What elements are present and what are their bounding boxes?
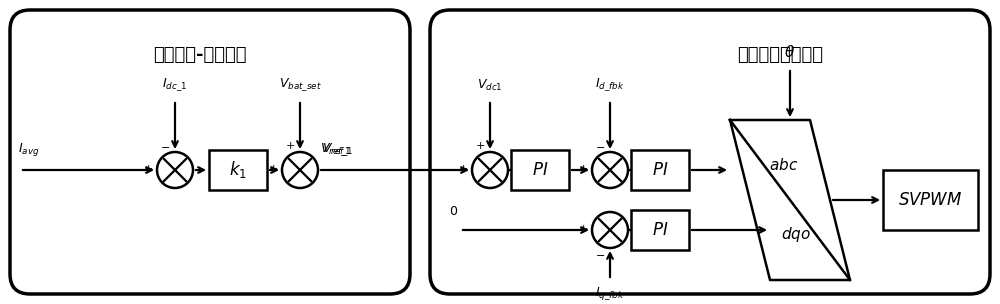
- Text: $I_{q\_fbk}$: $I_{q\_fbk}$: [595, 285, 625, 302]
- Text: $-$: $-$: [595, 249, 605, 259]
- Text: $-$: $-$: [160, 141, 170, 151]
- Circle shape: [157, 152, 193, 188]
- Circle shape: [472, 152, 508, 188]
- Text: $V_{dc1}$: $V_{dc1}$: [477, 78, 503, 93]
- Text: $dqo$: $dqo$: [781, 226, 811, 244]
- Polygon shape: [730, 120, 850, 280]
- Text: $+$: $+$: [578, 163, 588, 174]
- Text: $I_{dc\_1}$: $I_{dc\_1}$: [162, 76, 188, 93]
- Bar: [631, 210, 689, 250]
- Text: $+$: $+$: [578, 223, 588, 234]
- Text: $+$: $+$: [285, 140, 295, 151]
- Bar: [631, 150, 689, 190]
- Text: $k_1$: $k_1$: [229, 160, 247, 181]
- Text: $V_{bat\_set}$: $V_{bat\_set}$: [279, 76, 321, 93]
- Text: $V_{ref\_1}$: $V_{ref\_1}$: [322, 141, 354, 158]
- Text: $+$: $+$: [268, 163, 278, 174]
- Bar: [209, 150, 267, 190]
- Text: $V_{ref\_1}$: $V_{ref\_1}$: [320, 141, 352, 158]
- Circle shape: [592, 212, 628, 248]
- Bar: [883, 170, 978, 230]
- Text: $+$: $+$: [475, 140, 485, 151]
- Text: 电压电流双环控制: 电压电流双环控制: [737, 46, 823, 64]
- Circle shape: [592, 152, 628, 188]
- Text: $SVPWM$: $SVPWM$: [898, 191, 962, 209]
- Text: $0$: $0$: [449, 205, 458, 218]
- Text: 恒压充电-均流控制: 恒压充电-均流控制: [153, 46, 247, 64]
- Text: $abc$: $abc$: [769, 157, 799, 173]
- Text: $I_{avg}$: $I_{avg}$: [18, 141, 39, 158]
- Text: $PI$: $PI$: [652, 221, 668, 239]
- Text: $+$: $+$: [458, 163, 468, 174]
- Text: $I_{d\_fbk}$: $I_{d\_fbk}$: [595, 76, 625, 93]
- Text: $-$: $-$: [595, 141, 605, 151]
- FancyBboxPatch shape: [10, 10, 410, 294]
- Bar: [511, 150, 569, 190]
- Text: $+$: $+$: [143, 163, 153, 174]
- Text: $PI$: $PI$: [652, 161, 668, 179]
- Circle shape: [282, 152, 318, 188]
- FancyBboxPatch shape: [430, 10, 990, 294]
- Text: $\theta$: $\theta$: [784, 44, 796, 60]
- Text: $PI$: $PI$: [532, 161, 548, 179]
